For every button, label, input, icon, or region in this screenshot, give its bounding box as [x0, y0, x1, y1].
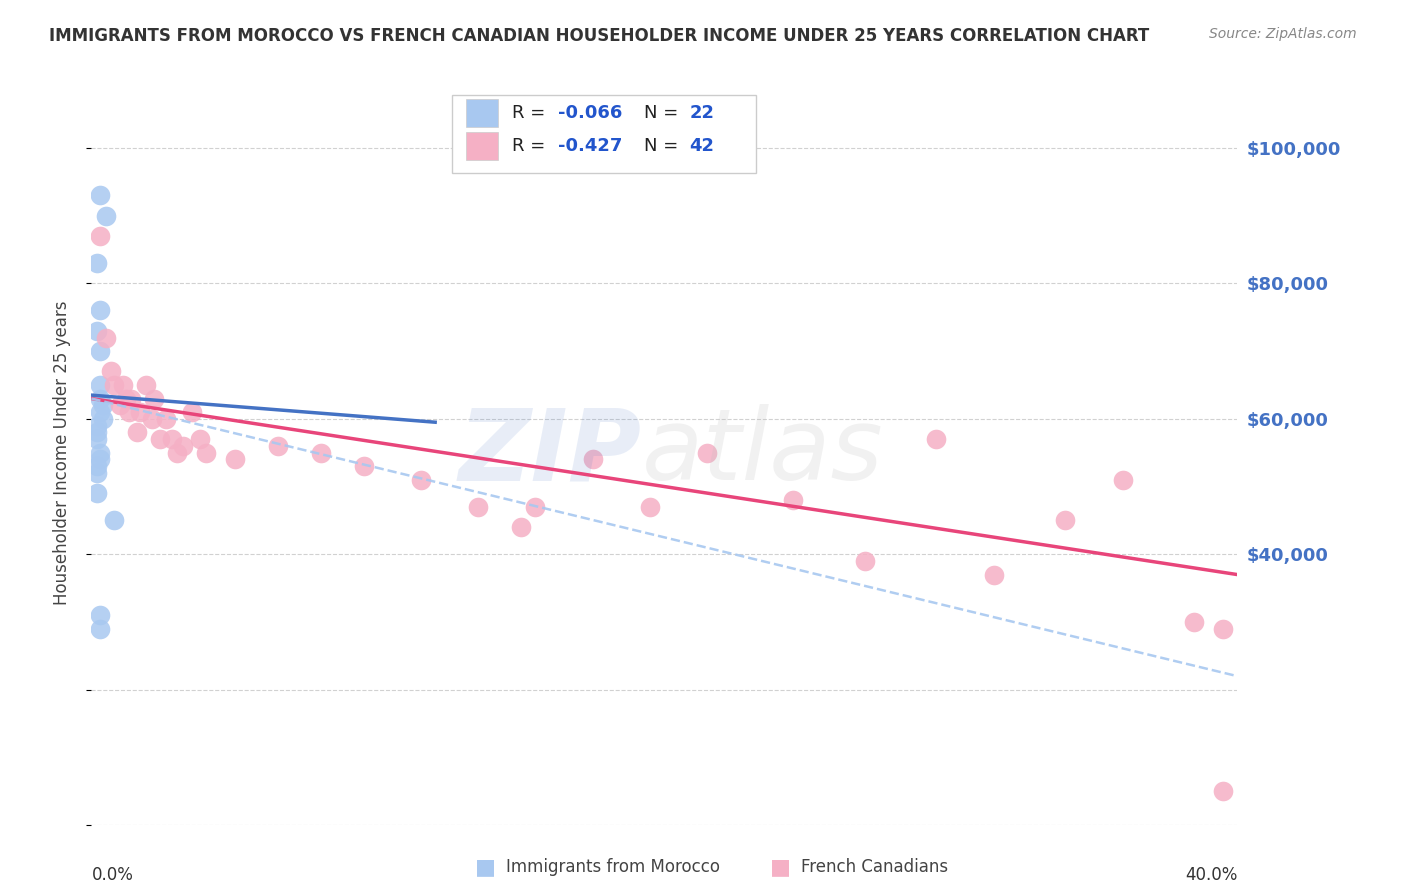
Text: 42: 42	[689, 136, 714, 155]
Point	[1054, 513, 1077, 527]
Point	[89, 608, 111, 623]
Point	[121, 392, 143, 406]
Point	[194, 446, 217, 460]
Point	[89, 622, 111, 636]
Point	[172, 439, 194, 453]
Point	[180, 405, 202, 419]
Text: IMMIGRANTS FROM MOROCCO VS FRENCH CANADIAN HOUSEHOLDER INCOME UNDER 25 YEARS COR: IMMIGRANTS FROM MOROCCO VS FRENCH CANADI…	[49, 27, 1150, 45]
Point	[117, 405, 139, 419]
Text: N =: N =	[644, 136, 683, 155]
Point	[149, 432, 172, 446]
Text: ZIP: ZIP	[458, 404, 641, 501]
Y-axis label: Householder Income Under 25 years: Householder Income Under 25 years	[52, 301, 70, 605]
Point	[89, 303, 111, 318]
Point	[1212, 622, 1234, 636]
Point	[111, 378, 134, 392]
Point	[91, 398, 114, 412]
Point	[1182, 615, 1205, 629]
Point	[155, 412, 177, 426]
Point	[141, 412, 163, 426]
Point	[925, 432, 948, 446]
Text: ■: ■	[475, 857, 495, 877]
Point	[224, 452, 246, 467]
FancyBboxPatch shape	[453, 95, 756, 173]
Point	[353, 459, 375, 474]
Point	[100, 364, 122, 378]
Point	[696, 446, 718, 460]
Point	[86, 432, 108, 446]
Point	[409, 473, 432, 487]
Text: atlas: atlas	[641, 404, 883, 501]
Text: R =: R =	[512, 104, 551, 122]
Point	[86, 459, 108, 474]
Point	[86, 418, 108, 433]
Point	[127, 425, 149, 440]
Point	[782, 493, 804, 508]
Point	[89, 378, 111, 392]
Point	[188, 432, 211, 446]
Point	[108, 398, 131, 412]
Point	[89, 392, 111, 406]
Point	[309, 446, 332, 460]
Point	[135, 378, 157, 392]
Text: 0.0%: 0.0%	[91, 866, 134, 884]
Point	[983, 567, 1005, 582]
Point	[166, 446, 188, 460]
Point	[86, 324, 108, 338]
Text: -0.066: -0.066	[558, 104, 621, 122]
Point	[89, 452, 111, 467]
Point	[524, 500, 547, 514]
Text: Source: ZipAtlas.com: Source: ZipAtlas.com	[1209, 27, 1357, 41]
Text: 40.0%: 40.0%	[1185, 866, 1237, 884]
Point	[638, 500, 661, 514]
Text: R =: R =	[512, 136, 551, 155]
Point	[1111, 473, 1133, 487]
Point	[160, 432, 183, 446]
Text: ■: ■	[770, 857, 790, 877]
Text: N =: N =	[644, 104, 683, 122]
Point	[86, 425, 108, 440]
Text: Immigrants from Morocco: Immigrants from Morocco	[506, 858, 720, 876]
Point	[91, 412, 114, 426]
Point	[86, 486, 108, 500]
Point	[467, 500, 489, 514]
Point	[89, 405, 111, 419]
FancyBboxPatch shape	[467, 132, 498, 160]
Text: 22: 22	[689, 104, 714, 122]
Point	[510, 520, 533, 534]
Point	[853, 554, 876, 568]
FancyBboxPatch shape	[467, 99, 498, 128]
Point	[129, 405, 152, 419]
Point	[103, 378, 125, 392]
Point	[89, 229, 111, 244]
Point	[89, 344, 111, 359]
Point	[89, 446, 111, 460]
Text: French Canadians: French Canadians	[801, 858, 949, 876]
Point	[86, 256, 108, 270]
Point	[89, 188, 111, 202]
Point	[582, 452, 605, 467]
Point	[114, 392, 136, 406]
Point	[1212, 784, 1234, 798]
Point	[94, 330, 117, 344]
Text: -0.427: -0.427	[558, 136, 621, 155]
Point	[86, 466, 108, 480]
Point	[266, 439, 288, 453]
Point	[143, 392, 166, 406]
Point	[103, 513, 125, 527]
Point	[94, 209, 117, 223]
